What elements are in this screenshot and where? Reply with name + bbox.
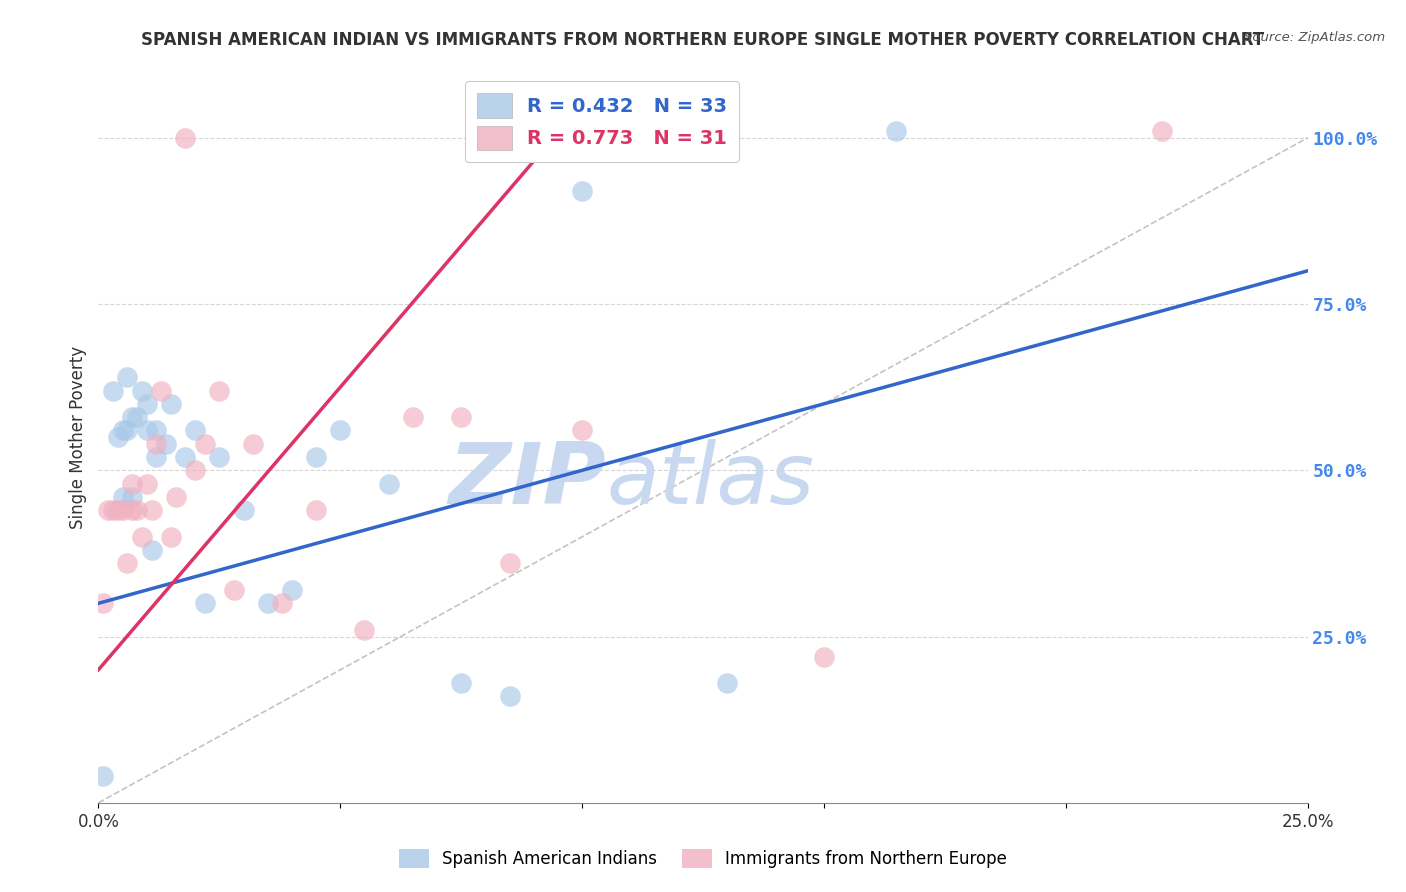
Point — [402, 410, 425, 425]
Point — [121, 410, 143, 425]
Legend: Spanish American Indians, Immigrants from Northern Europe: Spanish American Indians, Immigrants fro… — [392, 842, 1014, 875]
Point — [813, 649, 835, 664]
Point — [117, 370, 139, 384]
Point — [127, 410, 149, 425]
Point — [111, 503, 134, 517]
Text: atlas: atlas — [606, 440, 814, 523]
Point — [377, 476, 399, 491]
Point — [222, 582, 245, 597]
Point — [184, 463, 207, 477]
Point — [256, 596, 278, 610]
Point — [131, 530, 153, 544]
Point — [160, 397, 183, 411]
Point — [208, 384, 231, 398]
Point — [127, 503, 149, 517]
Point — [194, 436, 217, 450]
Point — [145, 424, 167, 438]
Point — [498, 690, 520, 704]
Point — [160, 530, 183, 544]
Point — [150, 384, 173, 398]
Point — [141, 543, 163, 558]
Point — [107, 430, 129, 444]
Point — [101, 384, 124, 398]
Point — [1152, 124, 1174, 138]
Point — [281, 582, 304, 597]
Point — [117, 424, 139, 438]
Point — [208, 450, 231, 464]
Point — [145, 450, 167, 464]
Point — [232, 503, 254, 517]
Y-axis label: Single Mother Poverty: Single Mother Poverty — [69, 345, 87, 529]
Point — [184, 424, 207, 438]
Point — [886, 124, 908, 138]
Point — [305, 503, 328, 517]
Point — [450, 410, 472, 425]
Point — [101, 503, 124, 517]
Point — [107, 503, 129, 517]
Text: SPANISH AMERICAN INDIAN VS IMMIGRANTS FROM NORTHERN EUROPE SINGLE MOTHER POVERTY: SPANISH AMERICAN INDIAN VS IMMIGRANTS FR… — [142, 31, 1264, 49]
Point — [194, 596, 217, 610]
Point — [145, 436, 167, 450]
Legend: R = 0.432   N = 33, R = 0.773   N = 31: R = 0.432 N = 33, R = 0.773 N = 31 — [465, 81, 738, 162]
Point — [450, 676, 472, 690]
Point — [716, 676, 738, 690]
Point — [91, 596, 114, 610]
Point — [135, 476, 157, 491]
Point — [111, 490, 134, 504]
Point — [91, 769, 114, 783]
Point — [155, 436, 177, 450]
Point — [271, 596, 294, 610]
Point — [135, 424, 157, 438]
Point — [121, 490, 143, 504]
Point — [135, 397, 157, 411]
Point — [111, 424, 134, 438]
Point — [121, 476, 143, 491]
Point — [141, 503, 163, 517]
Point — [174, 131, 197, 145]
Text: ZIP: ZIP — [449, 440, 606, 523]
Point — [97, 503, 120, 517]
Point — [131, 384, 153, 398]
Point — [353, 623, 375, 637]
Point — [242, 436, 264, 450]
Point — [165, 490, 187, 504]
Point — [117, 557, 139, 571]
Text: Source: ZipAtlas.com: Source: ZipAtlas.com — [1244, 31, 1385, 45]
Point — [329, 424, 352, 438]
Point — [498, 557, 520, 571]
Point — [121, 503, 143, 517]
Point — [174, 450, 197, 464]
Point — [305, 450, 328, 464]
Point — [571, 424, 593, 438]
Point — [571, 184, 593, 198]
